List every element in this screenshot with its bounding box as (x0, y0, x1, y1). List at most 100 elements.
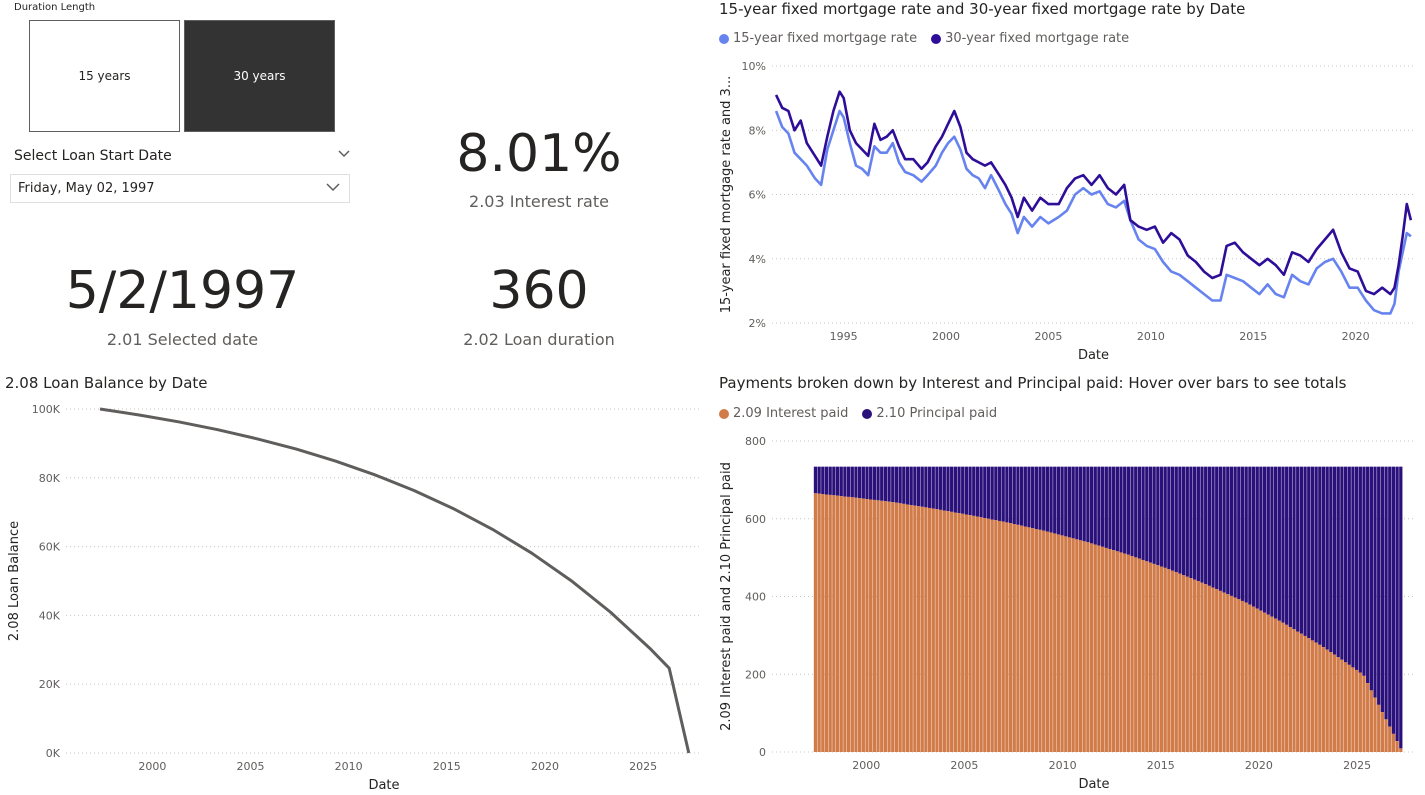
bar-principal (1064, 466, 1068, 537)
legend-label: 30-year fixed mortgage rate (945, 31, 1130, 46)
y-tick-label: 400 (745, 591, 766, 604)
bar-interest (961, 513, 965, 752)
bar-interest (1281, 622, 1285, 752)
bar-principal (1071, 466, 1075, 539)
bar-principal (1089, 466, 1094, 544)
bar-principal (916, 466, 921, 507)
bar-interest (824, 494, 829, 752)
legend-item[interactable]: 2.10 Principal paid (862, 406, 997, 421)
bar-principal (920, 466, 924, 507)
rate-chart[interactable]: 2% 4% 6% 8% 10% 1995 2000 2005 2010 2015 2020 Date 1… (710, 55, 1420, 367)
bar-interest (854, 497, 858, 752)
y-tick-label: 2% (749, 317, 766, 330)
date-dropdown[interactable]: Friday, May 02, 1997 (10, 174, 350, 203)
y-tick-label: 20K (39, 678, 61, 691)
bar-interest (905, 504, 910, 752)
bar-interest (1288, 627, 1292, 752)
bar-principal (983, 466, 987, 519)
bar-interest (1310, 640, 1315, 752)
x-axis-title: Date (368, 778, 399, 793)
legend-item[interactable]: 30-year fixed mortgage rate (931, 31, 1129, 46)
bar-principal (1384, 466, 1388, 720)
bar-interest (1318, 644, 1322, 752)
bar-principal (1332, 466, 1337, 655)
bar-principal (1211, 466, 1215, 588)
bar-principal (990, 466, 994, 520)
bar-interest (983, 518, 987, 752)
bar-interest (920, 506, 924, 752)
bar-principal (1060, 466, 1064, 536)
bar-principal (1145, 466, 1149, 562)
bar-principal (1318, 466, 1322, 645)
bar-principal (821, 466, 825, 495)
bar-interest (1248, 604, 1252, 752)
chevron-down-icon (325, 179, 341, 199)
bar-principal (891, 466, 895, 503)
payments-chart[interactable]: 0 200 400 600 800 2000 2005 2010 2015 2020 2025 Dat… (710, 428, 1420, 795)
bar-principal (828, 466, 832, 495)
bar-interest (1126, 554, 1131, 752)
bar-interest (835, 495, 840, 752)
bar-interest (1277, 620, 1281, 752)
bar-interest (1023, 526, 1027, 752)
bar-interest (972, 515, 976, 752)
bar-interest (1340, 659, 1344, 752)
chevron-down-icon[interactable] (337, 146, 351, 164)
y-axis-title: 2.09 Interest paid and 2.10 Principal pa… (719, 462, 734, 731)
bar-interest (953, 512, 957, 752)
bar-interest (964, 514, 969, 752)
bar-principal (1204, 466, 1208, 585)
bar-interest (990, 519, 994, 752)
bar-principal (887, 466, 891, 502)
bar-principal (1034, 466, 1038, 530)
bar-principal (902, 466, 906, 504)
duration-option-30-years[interactable]: 30 years (184, 20, 335, 132)
bar-interest (916, 506, 921, 752)
bar-principal (846, 466, 851, 497)
bar-interest (1196, 581, 1200, 752)
bar-interest (1159, 566, 1164, 752)
bar-interest (1053, 533, 1057, 752)
bar-interest (1082, 541, 1086, 752)
bar-interest (821, 494, 825, 752)
bar-principal (1314, 466, 1318, 643)
bar-interest (846, 496, 851, 752)
bar-interest (1100, 546, 1105, 752)
balance-chart[interactable]: 0K 20K 40K 60K 80K 100K 2000 2005 2010 2015 2020 20… (0, 398, 705, 795)
legend-item[interactable]: 2.09 Interest paid (719, 406, 848, 421)
bar-principal (1266, 466, 1270, 615)
bar-interest (986, 518, 991, 752)
duration-slicer-title: Duration Length (14, 2, 96, 13)
bar-principal (1343, 466, 1348, 663)
bar-principal (1336, 466, 1340, 658)
bar-interest (883, 501, 888, 752)
bar-interest (1060, 535, 1064, 752)
series-line-balance (99, 407, 691, 754)
bar-principal (957, 466, 961, 514)
bar-principal (1277, 466, 1281, 621)
bar-interest (1307, 638, 1311, 752)
bar-principal (1237, 466, 1241, 600)
bar-interest (1141, 559, 1145, 752)
bar-interest (1049, 532, 1053, 752)
bar-interest (1001, 521, 1005, 752)
x-axis-title: Date (1078, 777, 1109, 792)
bar-principal (1270, 466, 1274, 617)
bar-principal (1299, 466, 1304, 634)
bar-principal (1137, 466, 1142, 559)
bar-principal (1259, 466, 1263, 611)
bar-interest (1251, 606, 1256, 752)
bar-interest (1343, 662, 1348, 752)
duration-option-15-years[interactable]: 15 years (29, 20, 180, 132)
bar-interest (1067, 537, 1072, 752)
bar-interest (1075, 539, 1079, 752)
legend-item[interactable]: 15-year fixed mortgage rate (719, 31, 917, 46)
bar-principal (1027, 466, 1031, 528)
bar-interest (1204, 584, 1208, 752)
bar-principal (1181, 466, 1186, 576)
bar-interest (832, 495, 836, 752)
bar-interest (1064, 536, 1068, 752)
bar-interest (942, 510, 946, 752)
bar-interest (957, 513, 961, 752)
series-line-rate15 (774, 109, 1412, 315)
